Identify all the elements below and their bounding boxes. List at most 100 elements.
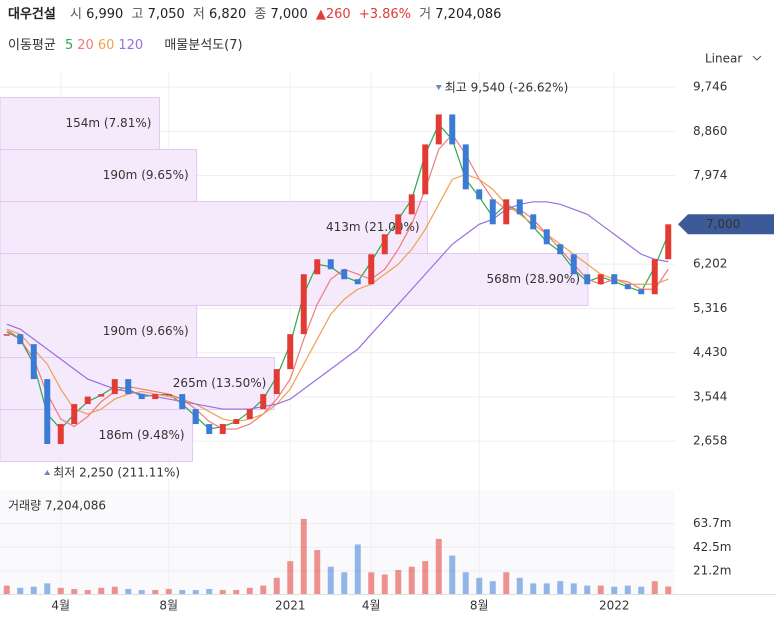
candle <box>503 199 510 225</box>
candle <box>530 214 537 230</box>
candle <box>557 244 564 255</box>
candle <box>381 234 388 255</box>
candle <box>287 334 294 370</box>
y-tick-label: 42.5m <box>693 540 731 554</box>
candle <box>206 424 213 435</box>
legend-title: 이동평균 <box>8 38 56 53</box>
legend-entry: 5 <box>64 38 74 53</box>
volume-bar <box>233 590 240 595</box>
volume-bar <box>354 544 361 595</box>
volume-bar <box>503 572 510 595</box>
profile-label: 568m (28.90%) <box>486 272 580 286</box>
change: ▲260 <box>315 7 351 22</box>
current-price-label: 7,000 <box>706 217 740 231</box>
value: 7,204,086 <box>435 7 502 22</box>
dropdown-arrow[interactable] <box>752 55 762 61</box>
profile-bar <box>0 200 429 254</box>
candle <box>125 379 132 395</box>
volume-bar <box>287 561 294 595</box>
scale-mode[interactable]: Linear <box>705 52 742 66</box>
candle <box>408 194 415 215</box>
value: 7,050 <box>147 7 185 22</box>
volume-bar <box>260 585 267 595</box>
label: 저 <box>192 7 205 22</box>
candle <box>476 189 483 200</box>
volume-bar <box>395 570 402 595</box>
change-pct: +3.86% <box>358 7 412 22</box>
high-marker <box>435 85 442 90</box>
profile-label: 265m (13.50%) <box>173 376 267 390</box>
candle <box>3 334 10 336</box>
candle <box>651 259 658 295</box>
x-tick-label: 8월 <box>470 599 489 613</box>
candle <box>489 199 496 225</box>
label: 종 <box>254 7 267 22</box>
volume-bar <box>381 574 388 595</box>
label: 거 <box>419 7 432 22</box>
candle <box>543 229 550 245</box>
candle <box>597 274 604 285</box>
x-tick-label: 2021 <box>275 599 306 613</box>
profile-title[interactable]: 매물분석도(7) <box>164 38 243 53</box>
y-tick-label: 4,430 <box>693 345 727 359</box>
candle <box>624 284 631 290</box>
candle <box>111 379 118 395</box>
candle <box>368 254 375 285</box>
volume-bar <box>584 585 591 595</box>
y-tick-label: 7,974 <box>693 168 727 182</box>
volume-bar <box>165 588 172 595</box>
annotation: 최저 2,250 (211.11%) <box>53 466 180 480</box>
volume-bar <box>368 572 375 595</box>
y-tick-label: 3,544 <box>693 389 727 403</box>
volume-bar <box>219 590 226 595</box>
volume-bar <box>314 550 321 595</box>
candle <box>165 394 172 396</box>
candle <box>138 394 145 400</box>
candle <box>44 379 51 445</box>
volume-bar <box>624 585 631 595</box>
volume-bar <box>530 583 537 595</box>
candle <box>152 394 159 400</box>
profile-label: 190m (9.66%) <box>103 324 189 338</box>
volume-bar <box>84 590 91 595</box>
stock-name: 대우건설 <box>8 7 56 22</box>
y-tick-label: 21.2m <box>693 563 731 577</box>
volume-bar <box>462 572 469 595</box>
value: 6,820 <box>209 7 247 22</box>
legend-items: 5 20 60 120 <box>65 38 147 53</box>
volume-bar <box>246 587 253 595</box>
volume-bar <box>192 590 199 595</box>
volume-bar <box>152 590 159 595</box>
volume-bar <box>57 587 64 595</box>
value: 7,000 <box>270 7 308 22</box>
candle <box>260 394 267 410</box>
y-tick-label: 2,658 <box>693 434 727 448</box>
candle <box>273 369 280 395</box>
volume-bar <box>611 586 618 595</box>
candle <box>354 279 361 285</box>
volume-bar <box>111 586 118 595</box>
volume-panel <box>0 490 675 595</box>
candle <box>516 199 523 215</box>
volume-bar <box>179 590 186 595</box>
legend: 이동평균 5 20 60 120 매물분석도(7) <box>8 34 248 53</box>
x-tick-label: 4월 <box>362 599 381 613</box>
profile-bar <box>0 96 160 150</box>
volume-bar <box>651 581 658 595</box>
volume-bar <box>557 581 564 595</box>
y-tick-label: 6,202 <box>693 257 727 271</box>
volume-bar <box>3 585 10 595</box>
low-marker <box>44 470 51 475</box>
x-tick-label: 2022 <box>599 599 630 613</box>
candle <box>435 114 442 145</box>
volume-title: 거래량 7,204,086 <box>8 499 106 513</box>
candle <box>233 419 240 425</box>
profile-label: 186m (9.48%) <box>99 428 185 442</box>
volume-bar <box>543 583 550 595</box>
candle <box>314 259 321 275</box>
volume-bar <box>98 587 105 595</box>
profile-label: 190m (9.65%) <box>103 168 189 182</box>
header: 대우건설 시 6,990 고 7,050 저 6,820 종 7,000 ▲26… <box>8 3 501 22</box>
